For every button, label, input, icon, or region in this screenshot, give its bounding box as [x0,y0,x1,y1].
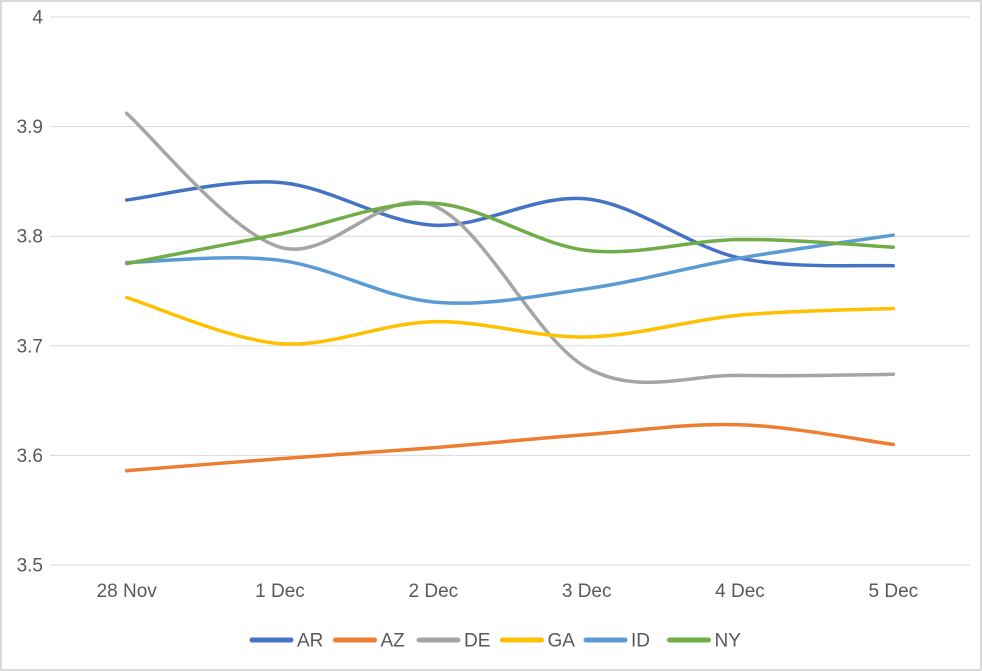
legend-item-id[interactable]: ID [583,631,650,652]
x-axis-label: 3 Dec [562,581,612,602]
series-line-ny[interactable] [124,201,896,266]
series-line-ga[interactable] [124,295,896,346]
y-axis-label: 3.8 [17,227,43,248]
x-axis-label: 4 Dec [715,581,765,602]
legend-label: ID [631,631,650,652]
legend-item-ar[interactable]: AR [249,631,323,652]
legend-item-ga[interactable]: GA [500,631,576,652]
series-line-id[interactable] [124,233,896,305]
x-axis-label: 5 Dec [869,581,919,602]
legend-label: NY [715,631,742,652]
series-line-az[interactable] [124,422,896,473]
series-line-de[interactable] [124,111,896,385]
y-axis-label: 4 [32,8,43,29]
y-axis-label: 3.9 [17,117,43,138]
x-axis-label: 1 Dec [255,581,305,602]
legend-label: AR [297,631,323,652]
y-axis-label: 3.5 [17,556,43,577]
x-axis-label: 2 Dec [409,581,459,602]
series-line-ar[interactable] [124,180,896,268]
y-axis-label: 3.7 [17,336,43,357]
legend-label: DE [464,631,490,652]
x-axis-label: 28 Nov [97,581,158,602]
legend-item-az[interactable]: AZ [333,631,406,652]
legend-label: GA [548,631,576,652]
y-axis-label: 3.6 [17,446,43,467]
legend-item-ny[interactable]: NY [667,631,742,652]
legend-label: AZ [381,631,406,652]
legend-item-de[interactable]: DE [416,631,490,652]
